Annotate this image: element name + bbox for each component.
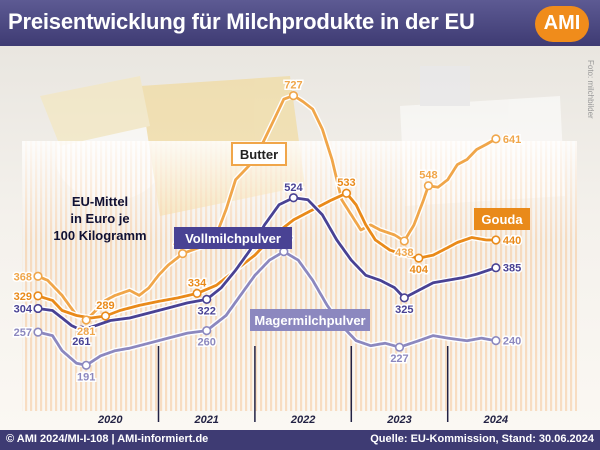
data-point-butter-413 xyxy=(178,249,188,259)
series-name-vollmilchpulver: Vollmilchpulver xyxy=(174,227,292,249)
data-point-butter-727 xyxy=(288,91,299,101)
data-label-layer: 3682814137274385486413292893345334044403… xyxy=(12,78,523,385)
series-name-layer: Butter Gouda Vollmilchpulver Magermilchpulv… xyxy=(174,142,530,331)
data-label-magermilchpulver-260: 260 xyxy=(198,337,216,349)
data-label-gouda-329: 329 xyxy=(14,291,32,303)
data-point-vollmilchpulver-322 xyxy=(202,294,212,304)
data-point-butter-281 xyxy=(81,315,91,325)
data-label-butter-727: 727 xyxy=(284,80,302,92)
data-label-vollmilchpulver-325: 325 xyxy=(395,304,413,316)
data-point-vollmilchpulver-325 xyxy=(399,293,409,303)
y-unit-line-3: 100 Kilogramm xyxy=(53,228,146,243)
data-label-butter-641: 641 xyxy=(503,134,521,146)
data-label-gouda-533: 533 xyxy=(337,177,355,189)
series-name-text-gouda: Gouda xyxy=(481,212,523,227)
data-point-magermilchpulver-227 xyxy=(394,342,405,352)
data-label-gouda-289: 289 xyxy=(96,300,114,312)
series-line-vollmilchpulver xyxy=(36,196,498,332)
series-line-butter xyxy=(36,94,498,322)
data-label-butter-281: 281 xyxy=(77,326,95,338)
y-unit-line-2: in Euro je xyxy=(70,211,129,226)
series-name-magermilchpulver: Magermilchpulver xyxy=(250,309,370,331)
data-point-gouda-329 xyxy=(33,291,43,301)
data-label-magermilchpulver-240: 240 xyxy=(503,336,521,348)
line-chart: 3682814137274385486413292893345334044403… xyxy=(0,46,600,430)
y-axis-unit-label: EU-Mittel in Euro je 100 Kilogramm xyxy=(53,194,146,243)
series-name-box-vollmilchpulver xyxy=(174,227,292,249)
series-name-box-butter xyxy=(231,142,287,166)
data-point-gouda-289 xyxy=(100,311,111,321)
data-point-butter-641 xyxy=(491,134,501,144)
data-label-gouda-440: 440 xyxy=(503,235,521,247)
data-point-gouda-440 xyxy=(491,235,501,245)
data-label-butter-368: 368 xyxy=(14,271,32,283)
data-label-vollmilchpulver-261: 261 xyxy=(72,336,90,348)
data-label-magermilchpulver-191: 191 xyxy=(77,371,95,383)
year-dividers xyxy=(157,346,449,422)
x-tick-label-2022: 2022 xyxy=(290,414,315,426)
data-label-vollmilchpulver-524: 524 xyxy=(284,182,303,194)
header-bar: Preisentwicklung für Milchprodukte in de… xyxy=(0,0,600,46)
data-label-vollmilchpulver-322: 322 xyxy=(198,305,216,317)
y-unit-line-1: EU-Mittel xyxy=(72,194,128,209)
data-label-vollmilchpulver-304: 304 xyxy=(14,303,33,315)
data-point-gouda-533 xyxy=(341,188,352,198)
series-name-text-magermilchpulver: Magermilchpulver xyxy=(254,313,365,328)
data-point-magermilchpulver-191 xyxy=(81,360,91,370)
x-tick-label-2023: 2023 xyxy=(386,414,411,426)
data-point-vollmilchpulver-385 xyxy=(491,263,501,273)
data-point-gouda-334 xyxy=(192,288,202,298)
ami-logo-text: AMI xyxy=(543,12,581,34)
data-point-vollmilchpulver-524 xyxy=(288,193,299,203)
x-tick-layer: 2020 2021 2022 2023 2024 xyxy=(97,414,508,426)
photo-credit: Foto: milchbilder xyxy=(586,60,595,119)
data-label-vollmilchpulver-385: 385 xyxy=(503,263,521,275)
series-name-butter: Butter xyxy=(231,142,287,166)
data-point-vollmilchpulver-261 xyxy=(76,325,86,335)
series-name-text-vollmilchpulver: Vollmilchpulver xyxy=(185,231,281,246)
chart-title: Preisentwicklung für Milchprodukte in de… xyxy=(8,9,475,34)
x-tick-label-2021: 2021 xyxy=(193,414,218,426)
data-point-butter-368 xyxy=(33,271,43,281)
data-label-butter-438: 438 xyxy=(395,247,413,259)
series-name-text-butter: Butter xyxy=(240,147,278,162)
data-label-gouda-334: 334 xyxy=(188,277,207,289)
series-line-magermilchpulver xyxy=(36,250,498,367)
data-point-gouda-404 xyxy=(414,253,424,263)
footer-source: Quelle: EU-Kommission, Stand: 30.06.2024 xyxy=(370,433,594,445)
data-label-gouda-404: 404 xyxy=(410,264,429,276)
data-point-magermilchpulver-257 xyxy=(33,327,43,337)
data-point-butter-548 xyxy=(423,181,434,191)
footer-copyright: © AMI 2024/MI-I-108 | AMI-informiert.de xyxy=(6,433,209,445)
data-point-butter-438 xyxy=(399,236,409,246)
data-label-magermilchpulver-227: 227 xyxy=(390,353,408,365)
data-label-butter-548: 548 xyxy=(419,170,437,182)
series-name-gouda: Gouda xyxy=(474,208,530,230)
series-name-box-gouda xyxy=(474,208,530,230)
data-point-vollmilchpulver-304 xyxy=(33,303,43,314)
data-point-layer xyxy=(33,91,501,370)
data-point-magermilchpulver-240 xyxy=(491,336,501,346)
data-label-magermilchpulver-257: 257 xyxy=(14,327,32,339)
series-name-box-magermilchpulver xyxy=(250,309,370,331)
ami-logo: AMI xyxy=(535,6,589,42)
footer-bar: © AMI 2024/MI-I-108 | AMI-informiert.de … xyxy=(0,430,600,450)
x-tick-label-2024: 2024 xyxy=(483,414,508,426)
x-tick-label-2020: 2020 xyxy=(97,414,123,426)
data-point-magermilchpulver-260 xyxy=(202,325,212,336)
